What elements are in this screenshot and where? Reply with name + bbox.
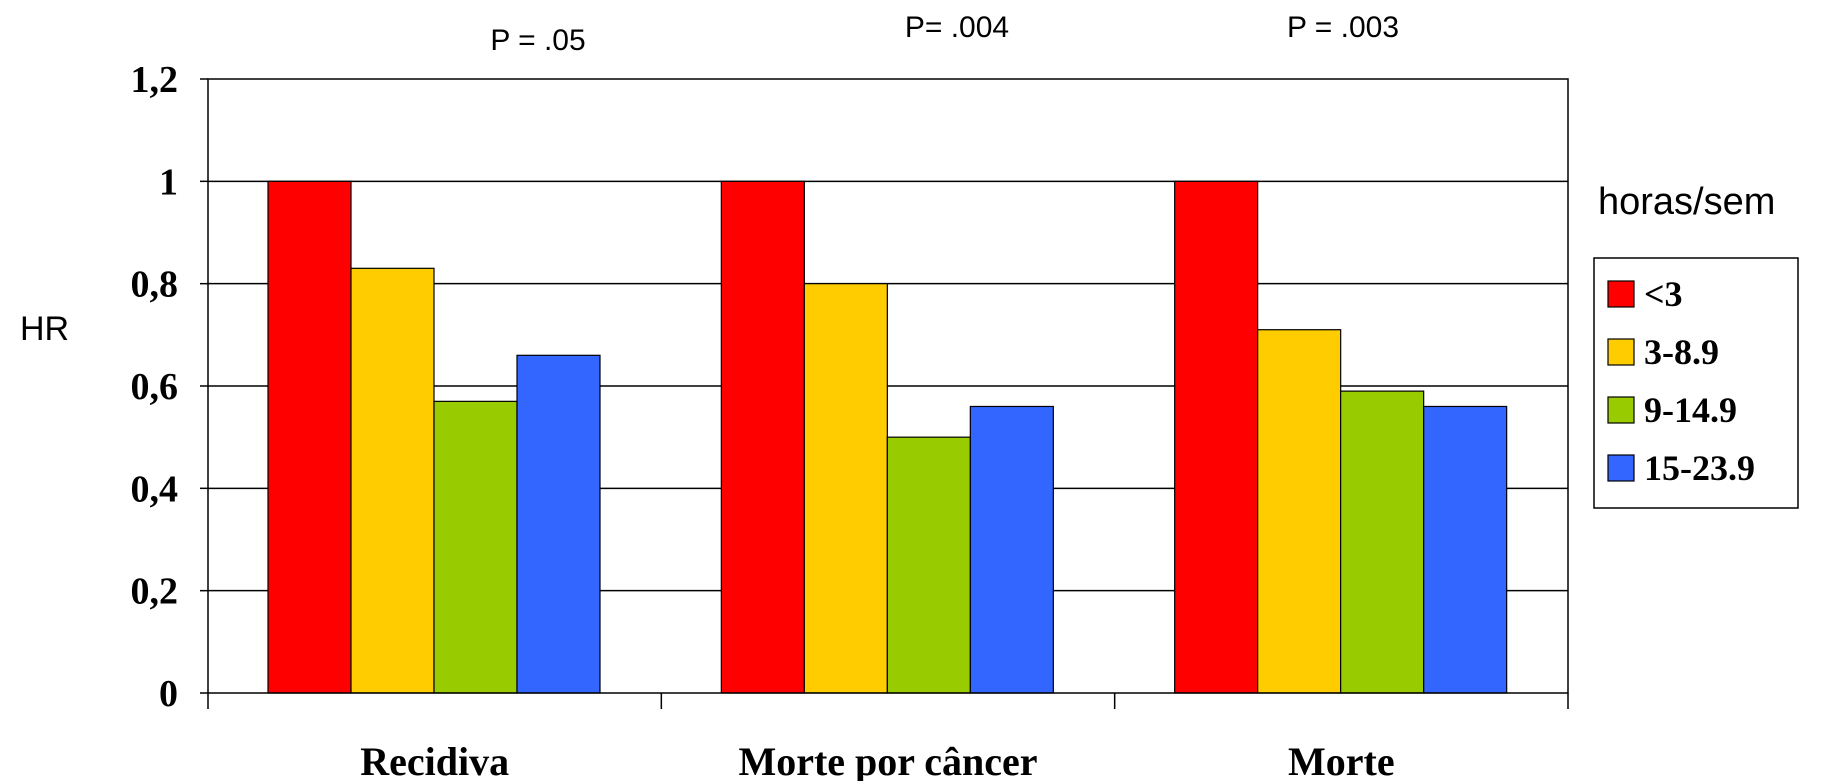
legend-swatch <box>1607 454 1635 482</box>
legend-label: 15-23.9 <box>1644 448 1755 488</box>
bar-morte-por-c-ncer-0 <box>720 180 805 694</box>
p-value-annotation: P = .05 <box>490 24 585 57</box>
bar-morte-2 <box>1340 390 1425 694</box>
bar-morte-por-c-ncer-1 <box>803 283 888 694</box>
category-label: Recidiva <box>360 739 509 781</box>
category-labels: Recidiva Morte por câncer Morte <box>360 739 1394 781</box>
y-tick-label: 0,8 <box>131 264 179 306</box>
y-tick-labels: 0 0,2 0,4 0,6 0,8 1 1,2 <box>131 59 179 715</box>
y-axis-label: HR <box>20 310 69 348</box>
bar-morte-por-c-ncer-3 <box>969 405 1054 694</box>
bar-recidiva-2 <box>433 400 518 694</box>
p-value-annotations: P = .05 P= .004 P = .003 <box>490 11 1399 57</box>
y-tick-label: 0,6 <box>131 366 179 408</box>
axes <box>200 78 1569 709</box>
bar-recidiva-1 <box>350 267 435 694</box>
y-tick-label: 0,4 <box>131 468 179 510</box>
legend-swatch <box>1607 280 1635 308</box>
y-tick-label: 0 <box>159 673 178 715</box>
bar-morte-por-c-ncer-2 <box>886 436 971 694</box>
legend-swatch <box>1607 396 1635 424</box>
category-label: Morte por câncer <box>738 739 1037 781</box>
bar-morte-3 <box>1423 405 1508 694</box>
bar-morte-0 <box>1174 180 1259 694</box>
y-tick-label: 1,2 <box>131 59 179 101</box>
p-value-annotation: P= .004 <box>905 11 1009 44</box>
legend: <3 3-8.9 9-14.9 15-23.9 <box>1593 257 1799 509</box>
bars <box>267 180 1508 694</box>
legend-label: 3-8.9 <box>1644 332 1719 372</box>
y-tick-label: 1 <box>159 161 178 203</box>
legend-title: horas/sem <box>1598 181 1775 223</box>
legend-label: 9-14.9 <box>1644 390 1737 430</box>
y-tick-label: 0,2 <box>131 571 179 613</box>
legend-label: <3 <box>1644 274 1683 314</box>
category-label: Morte <box>1288 739 1395 781</box>
bar-recidiva-3 <box>516 354 601 694</box>
p-value-annotation: P = .003 <box>1287 11 1399 44</box>
legend-swatch <box>1607 338 1635 366</box>
bar-morte-1 <box>1257 329 1342 694</box>
bar-recidiva-0 <box>267 180 352 694</box>
